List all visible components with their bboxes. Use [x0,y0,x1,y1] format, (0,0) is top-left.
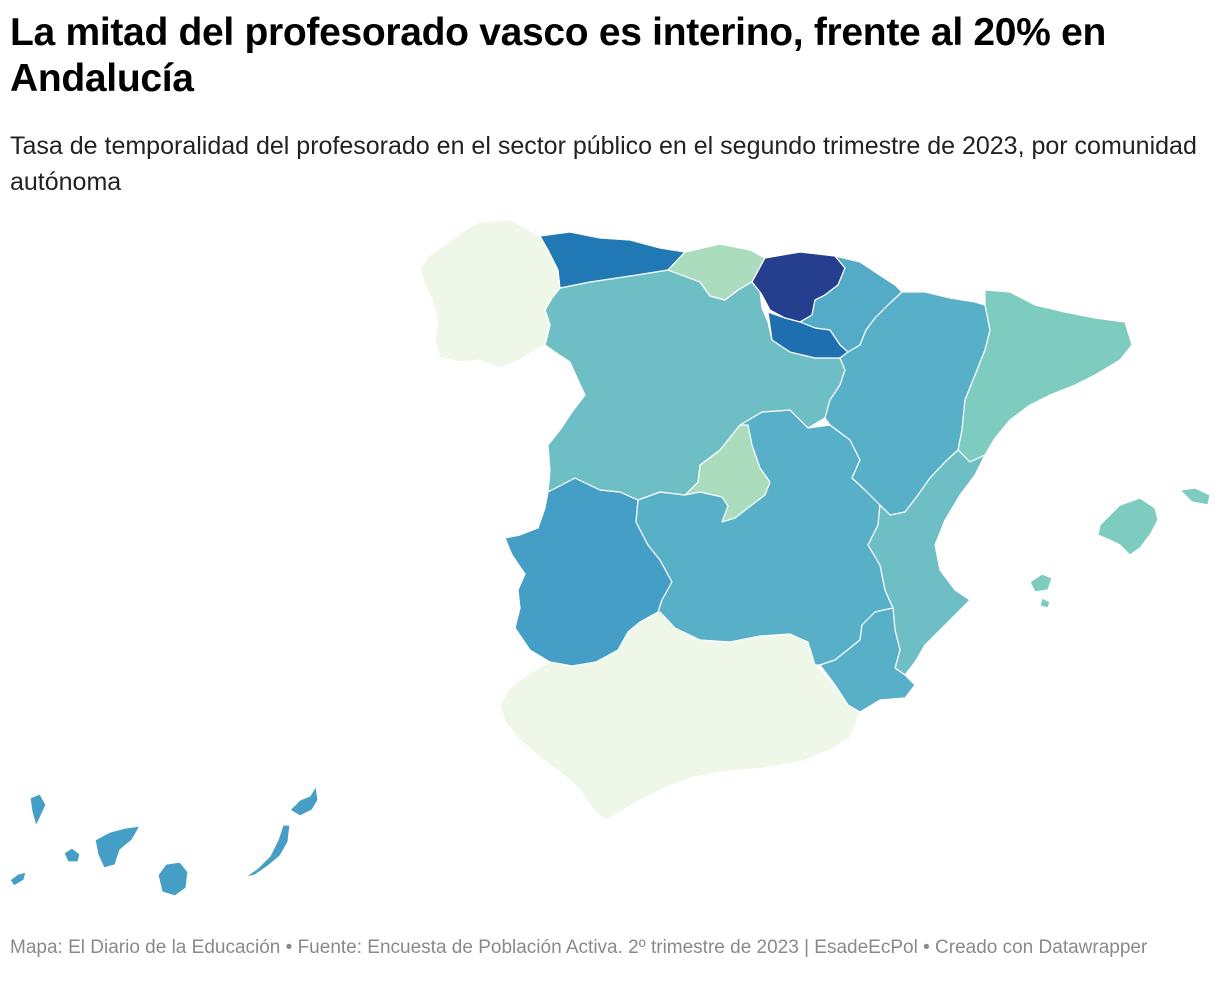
island-formentera[interactable] [1039,597,1051,609]
region-islas-baleares[interactable] [1029,487,1211,609]
region-canarias[interactable] [9,785,319,897]
island-lanzarote[interactable] [289,785,319,817]
island-la-palma[interactable] [29,793,47,827]
island-la-gomera[interactable] [63,847,81,863]
spain-choropleth-map [9,219,1211,897]
island-ibiza[interactable] [1029,573,1053,593]
region-la-rioja[interactable] [767,311,849,359]
island-gran-canaria[interactable] [157,861,189,897]
region-murcia[interactable] [819,607,916,713]
island-tenerife[interactable] [94,825,141,869]
island-menorca[interactable] [1179,487,1211,506]
region-galicia[interactable] [419,219,561,369]
island-mallorca[interactable] [1097,497,1159,556]
chart-subtitle: Tasa de temporalidad del profesorado en … [10,132,1197,196]
chart-footer-source: Mapa: El Diario de la Educación • Fuente… [10,937,1148,958]
region-cataluna[interactable] [957,289,1133,463]
chart-title: La mitad del profesorado vasco es interi… [10,11,1106,100]
island-el-hierro[interactable] [9,871,27,887]
region-cantabria[interactable] [667,243,766,301]
island-fuerteventura[interactable] [243,824,291,879]
